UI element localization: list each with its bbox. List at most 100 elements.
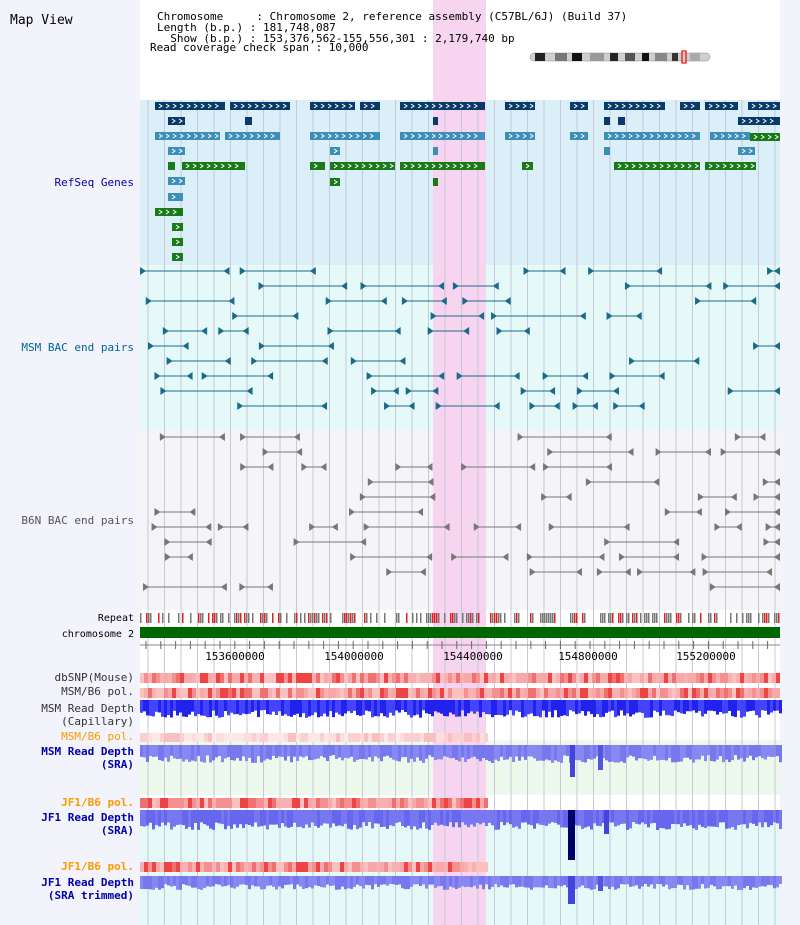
repeat-element xyxy=(454,613,456,623)
repeat-element xyxy=(222,613,224,623)
repeat-element xyxy=(324,613,326,623)
depth-bar xyxy=(227,700,230,716)
refseq-genes-track[interactable] xyxy=(155,102,780,261)
density-cell xyxy=(220,798,224,808)
label-msm-b6-pol-2[interactable]: MSM/B6 pol. xyxy=(61,730,134,743)
dbsnp-track[interactable] xyxy=(140,673,780,683)
depth-bar xyxy=(452,700,455,715)
strand-chevron xyxy=(178,148,183,154)
depth-bar xyxy=(332,876,335,886)
density-cell xyxy=(320,798,324,808)
selection-highlight[interactable] xyxy=(433,0,486,925)
depth-bar xyxy=(176,810,179,825)
bac-end-arrow xyxy=(321,402,328,410)
depth-bar xyxy=(551,700,554,718)
msm-b6-pol-track-2[interactable] xyxy=(140,733,488,742)
bac-end-arrow xyxy=(367,478,374,486)
depth-bar xyxy=(527,700,530,715)
jf1-b6-pol-track-2[interactable] xyxy=(140,862,488,872)
label-jf1-read-depth-sra[interactable]: JF1 Read Depth xyxy=(41,811,134,824)
repeat-element xyxy=(350,613,352,623)
depth-bar xyxy=(626,876,629,885)
density-cell xyxy=(252,673,256,683)
bac-end-arrow xyxy=(565,493,572,501)
depth-bar xyxy=(719,700,722,712)
depth-bar xyxy=(602,745,605,759)
repeat-track[interactable] xyxy=(140,613,780,623)
label-repeat[interactable]: Repeat xyxy=(98,613,134,624)
density-cell xyxy=(436,688,440,698)
label-msm-read-depth-capillary[interactable]: MSM Read Depth xyxy=(41,702,134,715)
strand-chevron xyxy=(333,163,338,169)
depth-bar xyxy=(770,700,773,713)
strand-chevron xyxy=(233,103,238,109)
depth-bar xyxy=(161,810,164,823)
strand-chevron xyxy=(772,103,777,109)
depth-bar xyxy=(755,876,758,888)
label-refseq-genes[interactable]: RefSeq Genes xyxy=(55,176,134,189)
depth-bar xyxy=(752,745,755,761)
depth-bar xyxy=(506,700,509,715)
label-jf1-b6-pol[interactable]: JF1/B6 pol. xyxy=(61,796,134,809)
density-cell xyxy=(512,673,516,683)
density-cell xyxy=(588,688,592,698)
label-msm-b6-pol[interactable]: MSM/B6 pol. xyxy=(61,685,134,698)
strand-chevron xyxy=(403,103,408,109)
density-cell xyxy=(360,688,364,698)
density-cell xyxy=(328,733,332,742)
density-cell xyxy=(268,862,272,872)
density-cell xyxy=(308,673,312,683)
label-b6n-bac-end-pairs[interactable]: B6N BAC end pairs xyxy=(21,514,134,527)
label-dbsnp[interactable]: dbSNP(Mouse) xyxy=(55,671,134,684)
label-jf1-b6-pol-2[interactable]: JF1/B6 pol. xyxy=(61,860,134,873)
density-cell xyxy=(660,673,664,683)
density-cell xyxy=(168,862,172,872)
strand-chevron xyxy=(431,163,436,169)
jf1-read-depth-sra-trimmed-track[interactable] xyxy=(140,876,782,904)
repeat-element xyxy=(214,613,216,623)
density-cell xyxy=(776,673,780,683)
repeat-element xyxy=(330,613,332,623)
depth-bar xyxy=(164,810,167,826)
msm-read-depth-sra-track[interactable] xyxy=(140,745,782,777)
depth-bar xyxy=(365,876,368,885)
label-panel xyxy=(0,0,140,925)
jf1-b6-pol-track[interactable] xyxy=(140,798,488,808)
bac-end-arrow xyxy=(774,478,780,486)
depth-bar xyxy=(749,700,752,712)
depth-bar xyxy=(434,810,437,823)
msm-b6-pol-track[interactable] xyxy=(140,688,780,698)
label-msm-read-depth-sra[interactable]: MSM Read Depth xyxy=(41,745,134,758)
msm-read-depth-capillary-track[interactable] xyxy=(140,700,782,718)
label-msm-bac-end-pairs[interactable]: MSM BAC end pairs xyxy=(21,341,134,354)
density-cell xyxy=(236,862,240,872)
density-cell xyxy=(352,673,356,683)
depth-bar xyxy=(542,876,545,888)
bac-end-arrow xyxy=(164,553,171,561)
strand-chevron xyxy=(614,133,619,139)
b6n-bac-end-pairs-track[interactable] xyxy=(142,433,780,591)
chromosome-bar[interactable] xyxy=(140,627,780,638)
strand-chevron xyxy=(694,163,699,169)
repeat-element xyxy=(498,613,500,623)
depth-bar xyxy=(227,810,230,826)
gene-feature xyxy=(155,132,220,140)
chromosome-ideogram[interactable] xyxy=(529,50,711,64)
depth-bar xyxy=(752,810,755,824)
jf1-read-depth-sra-track[interactable] xyxy=(140,810,782,860)
depth-bar xyxy=(380,876,383,885)
depth-bar xyxy=(194,876,197,888)
depth-bar xyxy=(188,745,191,762)
label-jf1-read-depth-trimmed[interactable]: JF1 Read Depth xyxy=(41,876,134,889)
strand-chevron xyxy=(165,209,170,215)
depth-bar xyxy=(284,810,287,827)
strand-chevron xyxy=(172,209,177,215)
density-cell xyxy=(316,673,320,683)
repeat-element xyxy=(778,613,780,623)
msm-bac-end-pairs-track[interactable] xyxy=(140,267,780,410)
density-cell xyxy=(176,733,180,742)
density-cell xyxy=(380,733,384,742)
repeat-element xyxy=(730,613,732,623)
density-cell xyxy=(220,862,224,872)
depth-bar xyxy=(470,876,473,888)
